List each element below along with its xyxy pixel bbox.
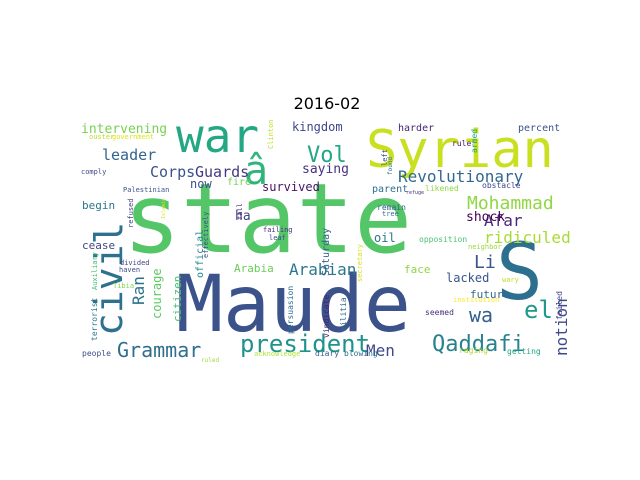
word-official: official bbox=[195, 230, 206, 278]
word-men: Men bbox=[366, 341, 395, 360]
word-war: war bbox=[176, 109, 259, 163]
word-maude: Maude bbox=[176, 260, 411, 350]
word-getting: getting bbox=[507, 347, 541, 356]
word-tree: tree bbox=[382, 210, 399, 218]
word-s: S bbox=[496, 228, 543, 318]
word-fire: fire bbox=[227, 177, 251, 188]
word-begin: begin bbox=[82, 199, 115, 212]
word-syrian: Syrian bbox=[366, 120, 554, 180]
word-terrorist: terrorist bbox=[90, 297, 99, 341]
word-islamic: Islamic bbox=[161, 198, 167, 219]
word-ruled: ruled bbox=[201, 357, 219, 364]
word-divided: divided bbox=[120, 259, 150, 267]
figure-title: 2016-02 bbox=[294, 94, 361, 113]
word-revolutionary: Revolutionary bbox=[398, 167, 524, 186]
word-notion: notion bbox=[552, 298, 571, 356]
word-failing: failing bbox=[263, 226, 293, 234]
word-persuasion: persuasion bbox=[286, 286, 295, 334]
word-courage: courage bbox=[150, 268, 164, 319]
word-arabia: Arabia bbox=[234, 262, 274, 275]
word-militia: militia bbox=[339, 297, 348, 331]
word-likened: likened bbox=[425, 184, 459, 193]
word-ridiculed: ridiculed bbox=[484, 228, 571, 247]
word-president: president bbox=[240, 330, 370, 358]
word-vol: Vol bbox=[307, 143, 347, 168]
word-neighbor: neighbor bbox=[468, 243, 502, 251]
word-vindicate: vindicate bbox=[322, 294, 331, 338]
word-blowing: blowing bbox=[344, 349, 378, 358]
word-leaf: leaf bbox=[269, 234, 286, 242]
word-grammar: Grammar bbox=[117, 338, 201, 362]
word-guards: Guards bbox=[195, 163, 249, 181]
word-haven: haven bbox=[119, 266, 140, 274]
word-clinton: Clinton bbox=[267, 119, 275, 149]
word-raging: raging bbox=[459, 346, 488, 355]
word-diary: diary bbox=[315, 349, 339, 358]
word-corps: Corps bbox=[150, 163, 195, 181]
word-intervening: intervening bbox=[81, 122, 167, 137]
word-institution: institution bbox=[453, 296, 499, 304]
word-face: face bbox=[404, 263, 431, 276]
word-afar: Afar bbox=[484, 211, 523, 230]
word-acknowledge: acknowledge bbox=[254, 350, 300, 358]
word-wary: wary bbox=[502, 276, 519, 284]
word-tibia: Tibia bbox=[113, 282, 134, 290]
word-cease: cease bbox=[82, 239, 115, 252]
word-el: el bbox=[524, 296, 553, 324]
word-now: now bbox=[190, 177, 212, 191]
word-harder: harder bbox=[398, 123, 434, 134]
word-fall: fall bbox=[236, 203, 244, 220]
word-shock: shock bbox=[466, 210, 505, 225]
word-kingdom: kingdom bbox=[292, 120, 343, 134]
word-qaddafi: Qaddafi bbox=[432, 332, 525, 357]
word-percent: percent bbox=[518, 123, 560, 134]
word-ouster: ouster bbox=[89, 133, 114, 141]
word-palestinian: Palestinian bbox=[123, 186, 169, 194]
word-survived: survived bbox=[262, 180, 320, 194]
word-found: found bbox=[387, 157, 394, 175]
word--6: â bbox=[244, 148, 268, 194]
word-auxiliary: Auxiliary bbox=[91, 252, 99, 290]
word-li: Li bbox=[474, 252, 496, 273]
word-people: people bbox=[82, 349, 111, 358]
word-opposition: opposition bbox=[419, 235, 467, 244]
word-future: future bbox=[470, 288, 510, 301]
word-rule: rule bbox=[452, 139, 471, 148]
word-obstacle: obstacle bbox=[482, 181, 521, 190]
word-remain: remain bbox=[377, 203, 406, 212]
word-secretary: secretary bbox=[356, 244, 364, 282]
word-left: left bbox=[381, 149, 389, 166]
word-wa: wa bbox=[469, 303, 493, 327]
word-refused: refused bbox=[127, 198, 135, 228]
word-parent: parent bbox=[372, 184, 408, 195]
word-comply: comply bbox=[81, 168, 106, 176]
word-saturday: Saturday bbox=[321, 228, 332, 276]
word-mohammad: Mohammad bbox=[467, 193, 554, 214]
word-armed: armed bbox=[470, 129, 479, 153]
word-state: state bbox=[123, 163, 412, 275]
word-citizen: citizen bbox=[171, 276, 184, 322]
word-seemed: seemed bbox=[425, 308, 454, 317]
word-government: government bbox=[112, 133, 154, 141]
word-refuge: refuge bbox=[406, 190, 424, 196]
word-ha: ha bbox=[235, 209, 251, 224]
word-effectively: effectively bbox=[202, 212, 210, 258]
word-oil: oil bbox=[374, 231, 396, 245]
word-lacked: lacked bbox=[446, 271, 489, 285]
word-saying: saying bbox=[302, 162, 349, 177]
word-failed: failed bbox=[555, 291, 564, 320]
word-arabian: Arabian bbox=[289, 260, 356, 279]
word-leader: leader bbox=[102, 146, 156, 164]
word-ran: Ran bbox=[129, 276, 148, 305]
word-civil: civil bbox=[87, 222, 131, 336]
